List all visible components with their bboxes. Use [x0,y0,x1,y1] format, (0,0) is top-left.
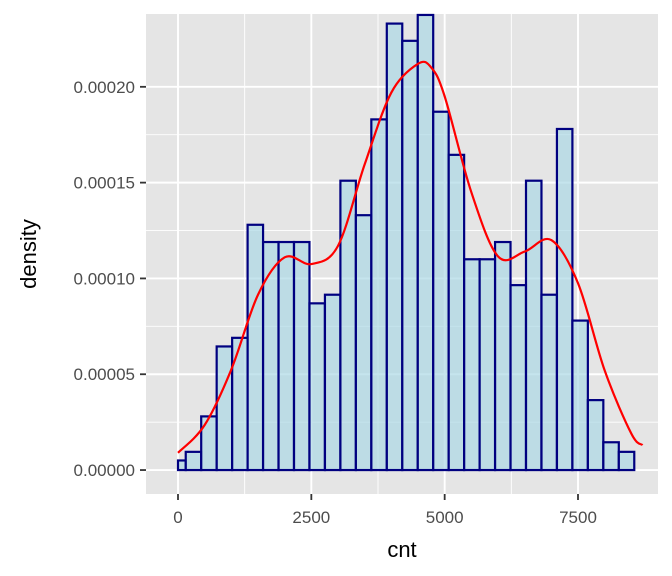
x-axis-title: cnt [387,537,416,562]
histogram-bar-3 [200,415,218,472]
y-tick-label: 0.00005 [74,365,135,384]
histogram-bar-27 [571,319,589,472]
x-axis-ticks: 0 2500 5000 7500 [173,494,597,527]
y-tick-label: 0.00000 [74,461,135,480]
histogram-bar-17 [416,13,435,472]
histogram-bar-4 [215,345,234,472]
histogram-bar-18 [432,110,450,472]
x-tick-label: 5000 [426,508,464,527]
histogram-bar-29 [602,441,620,472]
histogram-bar-8 [277,240,296,472]
histogram-bar-11 [323,293,342,472]
histogram-bar-14 [370,118,388,472]
y-tick-label: 0.00015 [74,174,135,193]
histogram-bar-30 [617,450,636,472]
histogram-bar-25 [540,293,559,472]
histogram-bar-9 [292,240,311,472]
histogram-bar-15 [385,22,404,472]
x-tick-label: 0 [173,508,182,527]
histogram-bar-24 [524,179,543,472]
histogram-bar-23 [509,284,528,472]
histogram-bar-13 [354,214,373,472]
histogram-bar-5 [231,336,249,472]
density-curve-layer [177,60,644,454]
histogram-bar-28 [586,399,605,472]
histogram-bar-22 [493,240,512,472]
x-tick-label: 7500 [559,508,597,527]
histogram-bar-10 [308,302,327,472]
histogram-bar-21 [478,258,497,472]
histogram-bar-12 [339,179,357,472]
histogram-bar-16 [401,39,419,472]
y-tick-label: 0.00020 [74,78,135,97]
histogram-bar-19 [447,153,466,472]
y-tick-label: 0.00010 [74,269,135,288]
histogram-bar-20 [463,258,481,472]
y-axis-ticks: 0.00000 0.00005 0.00010 0.00015 0.00020 [74,78,146,480]
x-tick-label: 2500 [292,508,330,527]
density-curve [177,60,644,454]
y-axis-title: density [16,219,41,289]
histogram-bar-7 [261,240,280,472]
histogram-bar-1 [176,459,187,472]
histogram-bar-2 [184,450,203,472]
histogram-bar-26 [555,127,574,472]
histogram-bar-6 [246,223,265,472]
histogram-bars [176,13,636,472]
